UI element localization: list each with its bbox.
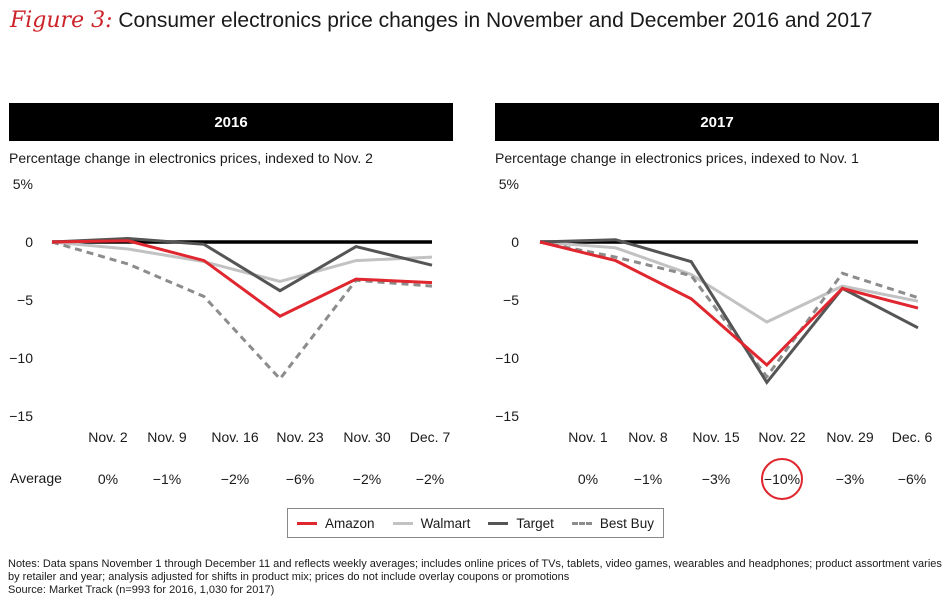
legend-label-amazon: Amazon — [325, 515, 375, 531]
x-tick-label-2017: Nov. 22 — [758, 429, 805, 445]
legend-item-target: Target — [488, 516, 554, 531]
y-tick-label-2016: −10 — [9, 350, 33, 366]
average-value-2016: −1% — [153, 471, 181, 487]
x-tick-label-2017: Dec. 6 — [892, 429, 933, 445]
x-tick-label-2016: Nov. 2 — [88, 429, 128, 445]
x-tick-label-2017: Nov. 1 — [568, 429, 608, 445]
x-tick-label-2017: Nov. 8 — [628, 429, 668, 445]
legend-item-best-buy: Best Buy — [571, 515, 654, 531]
series-line-best-buy-2016 — [51, 240, 433, 382]
x-tick-label-2016: Nov. 23 — [276, 429, 323, 445]
notes: Notes: Data spans November 1 through Dec… — [8, 558, 943, 597]
x-tick-label-2016: Nov. 30 — [343, 429, 390, 445]
y-tick-label-2017: −5 — [503, 292, 519, 308]
y-tick-label-2017: −10 — [495, 350, 519, 366]
average-value-2016: −6% — [286, 471, 314, 487]
average-highlight-circle-2017 — [761, 458, 803, 500]
series-line-walmart-2017 — [539, 240, 919, 324]
y-tick-label-2017: 5% — [499, 176, 519, 192]
average-row-label: Average — [10, 470, 62, 486]
x-tick-label-2016: Nov. 16 — [211, 429, 258, 445]
legend-label-best-buy: Best Buy — [599, 515, 654, 531]
legend: Amazon Walmart Target Best Buy — [287, 508, 664, 538]
figure-label: Figure 3: — [10, 8, 113, 33]
legend-item-walmart: Walmart — [392, 515, 471, 531]
average-value-2016: −2% — [221, 471, 249, 487]
source-text: Source: Market Track (n=993 for 2016, 1,… — [8, 584, 275, 596]
series-line-best-buy-2017 — [539, 240, 919, 380]
panel-title-2017: 2017 — [700, 113, 734, 131]
legend-item-amazon: Amazon — [297, 516, 375, 531]
x-tick-label-2017: Nov. 29 — [826, 429, 873, 445]
x-tick-label-2016: Nov. 9 — [147, 429, 187, 445]
legend-swatch-walmart — [392, 521, 413, 525]
series-line-walmart-2016 — [51, 240, 433, 283]
panel-header-2017: 2017 — [495, 103, 939, 141]
panel-title-2016: 2016 — [214, 113, 248, 131]
x-tick-label-2017: Nov. 15 — [692, 429, 739, 445]
average-value-2017: −1% — [634, 471, 662, 487]
y-tick-label-2016: 0 — [25, 234, 33, 250]
average-value-2016: −2% — [416, 471, 444, 487]
average-value-2017: 0% — [578, 471, 598, 487]
y-tick-label-2017: 0 — [511, 234, 519, 250]
y-tick-label-2016: 5% — [13, 176, 33, 192]
figure-title: Figure 3: Consumer electronics price cha… — [10, 8, 872, 33]
average-value-2017: −6% — [898, 471, 926, 487]
y-tick-label-2017: −15 — [495, 408, 519, 424]
legend-swatch-amazon — [297, 521, 318, 525]
average-value-2016: 0% — [98, 471, 118, 487]
panel-header-2016: 2016 — [9, 103, 453, 141]
series-line-target-2017 — [539, 238, 919, 385]
series-line-target-2016 — [51, 236, 433, 293]
legend-swatch-target — [488, 521, 509, 525]
y-axis-label-2016: Percentage change in electronics prices,… — [9, 150, 373, 166]
figure-title-text: Consumer electronics price changes in No… — [118, 9, 873, 32]
average-value-2017: −10% — [764, 471, 800, 487]
legend-label-walmart: Walmart — [420, 515, 471, 531]
y-tick-label-2016: −15 — [9, 408, 33, 424]
charts-canvas: 5% 0 −5 −10 −15 Nov. 2 Nov. 9 Nov. 16 Nov. 23 Nov… — [9, 176, 933, 500]
legend-label-target: Target — [516, 515, 554, 531]
series-line-amazon-2017 — [539, 240, 919, 368]
average-value-2017: −3% — [836, 471, 864, 487]
y-tick-label-2016: −5 — [17, 292, 33, 308]
average-value-2016: −2% — [353, 471, 381, 487]
series-line-amazon-2016 — [51, 239, 433, 318]
average-value-2017: −3% — [702, 471, 730, 487]
legend-swatch-best-buy — [571, 521, 592, 525]
notes-text: Notes: Data spans November 1 through Dec… — [8, 558, 942, 583]
x-tick-label-2016: Dec. 7 — [410, 429, 451, 445]
y-axis-label-2017: Percentage change in electronics prices,… — [495, 150, 859, 166]
